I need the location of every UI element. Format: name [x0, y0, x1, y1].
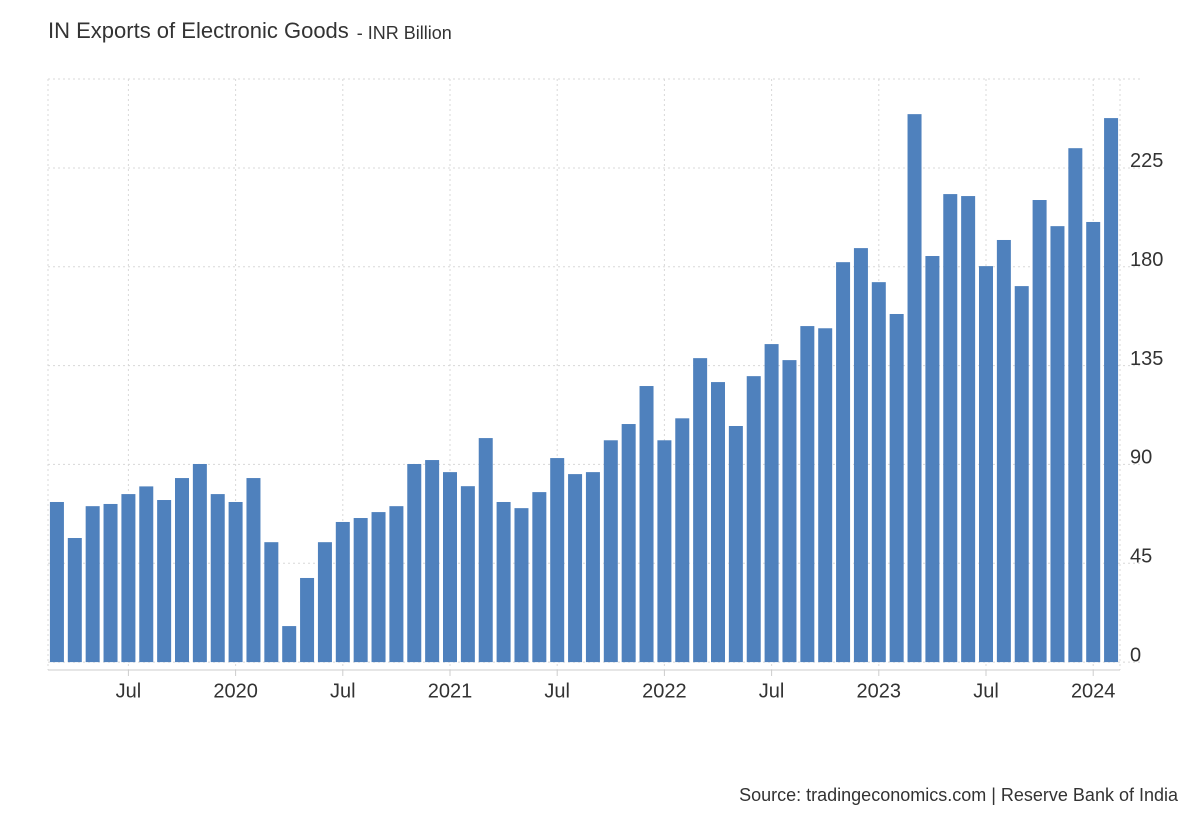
- bar: [317, 542, 332, 663]
- x-tick-label: Jul: [330, 680, 356, 702]
- y-tick-label: 45: [1130, 546, 1152, 568]
- chart-subtitle: - INR Billion: [357, 23, 452, 43]
- bar: [693, 358, 708, 663]
- source: Source: tradingeconomics.com | Reserve B…: [739, 785, 1179, 805]
- chart-title: IN Exports of Electronic Goods: [48, 18, 349, 43]
- bar: [1032, 200, 1047, 663]
- y-tick-label: 225: [1130, 150, 1163, 172]
- bar: [1086, 221, 1101, 663]
- bar: [818, 328, 833, 663]
- bar: [853, 248, 868, 663]
- bar: [871, 282, 886, 663]
- bar: [961, 196, 976, 663]
- bar: [175, 478, 189, 663]
- bar: [1014, 286, 1029, 663]
- bar: [210, 494, 225, 663]
- bar: [335, 521, 350, 663]
- bar: [925, 256, 940, 663]
- bar: [121, 494, 136, 663]
- bar: [711, 382, 725, 663]
- bar: [264, 542, 279, 663]
- bar: [496, 501, 511, 663]
- bar: [228, 501, 243, 663]
- y-tick-label: 90: [1130, 447, 1152, 469]
- bar: [1104, 118, 1119, 663]
- bar: [282, 626, 297, 663]
- bar: [800, 326, 815, 663]
- bar: [943, 194, 958, 663]
- x-tick-label: 2022: [642, 680, 687, 702]
- bar: [568, 474, 583, 663]
- bar: [103, 503, 118, 663]
- bar: [979, 266, 993, 663]
- bar: [460, 486, 475, 663]
- bar: [353, 518, 368, 663]
- bar: [514, 508, 529, 663]
- bar: [1050, 226, 1065, 663]
- bar: [443, 472, 457, 663]
- bar: [425, 460, 440, 663]
- y-tick-label: 135: [1130, 348, 1163, 370]
- bar: [621, 424, 636, 663]
- bar: [389, 506, 404, 663]
- bar: [67, 538, 82, 663]
- bar: [550, 458, 565, 663]
- bar: [639, 386, 654, 663]
- bar: [478, 438, 493, 663]
- x-tick-label: Jul: [544, 680, 570, 702]
- x-tick-label: Jul: [973, 680, 999, 702]
- bar: [782, 360, 797, 663]
- x-tick-label: 2021: [428, 680, 473, 702]
- bar: [585, 472, 600, 663]
- bar: [192, 463, 207, 663]
- bar: [49, 501, 64, 663]
- bar: [532, 492, 547, 663]
- bar: [657, 440, 672, 663]
- bar: [996, 239, 1011, 663]
- bar: [300, 577, 315, 663]
- bar: [603, 440, 618, 663]
- bar: [85, 506, 100, 663]
- y-tick-label: 180: [1130, 249, 1163, 271]
- bar: [836, 262, 851, 663]
- bar: [371, 512, 386, 663]
- bar: [675, 418, 690, 663]
- bar: [157, 500, 172, 663]
- x-tick-label: 2020: [213, 680, 258, 702]
- bar: [907, 114, 922, 663]
- bar: [1068, 148, 1083, 663]
- bar: [764, 344, 779, 663]
- bar: [246, 478, 261, 663]
- bar: [139, 486, 154, 663]
- x-tick-label: 2023: [857, 680, 902, 702]
- bar: [889, 313, 904, 663]
- x-tick-label: 2024: [1071, 680, 1116, 702]
- y-tick-label: 0: [1130, 644, 1141, 666]
- bar: [746, 376, 761, 663]
- x-tick-label: Jul: [116, 680, 142, 702]
- bar: [728, 426, 743, 663]
- bar: [407, 463, 422, 663]
- x-tick-label: Jul: [759, 680, 785, 702]
